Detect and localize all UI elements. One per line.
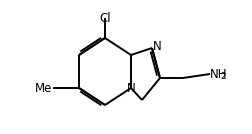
Text: N: N — [153, 40, 162, 53]
Text: NH: NH — [210, 68, 228, 81]
Text: 2: 2 — [220, 72, 226, 81]
Text: N: N — [127, 81, 135, 94]
Text: Me: Me — [35, 81, 52, 94]
Text: Cl: Cl — [99, 12, 111, 25]
